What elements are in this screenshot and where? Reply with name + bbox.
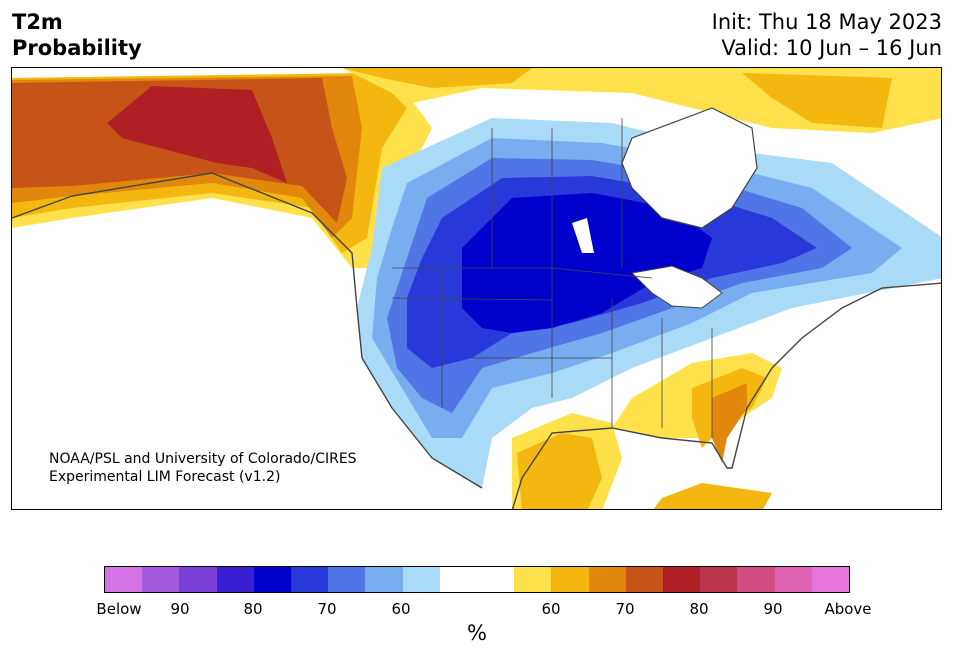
hudson-bay <box>621 107 758 229</box>
alaska-above-80 <box>107 86 287 183</box>
colorbar-segment <box>216 567 254 592</box>
product-label: Probability <box>12 36 142 60</box>
colorbar-tick-label: 70 <box>615 600 635 618</box>
credit-line-2: Experimental LIM Forecast (v1.2) <box>49 469 281 485</box>
colorbar-segment <box>179 567 217 592</box>
colorbar-tick-label: 90 <box>170 600 190 618</box>
colorbar-segment <box>365 567 403 592</box>
below-85 <box>462 193 712 333</box>
init-date: Init: Thu 18 May 2023 <box>711 10 942 34</box>
colorbar-segment <box>477 567 515 592</box>
colorbar-segment <box>514 567 552 592</box>
great-lakes <box>630 265 723 309</box>
colorbar-tick-label: 80 <box>689 600 709 618</box>
units-label: % <box>467 621 487 645</box>
colorbar-segment <box>625 567 664 592</box>
date-info: Init: Thu 18 May 2023 Valid: 10 Jun – 16… <box>712 9 942 61</box>
mexico-above-65 <box>517 433 602 509</box>
caribbean-above-65 <box>653 483 772 509</box>
colorbar-segment <box>105 567 143 592</box>
colorbar-segment <box>663 567 701 592</box>
colorbar-segment <box>291 567 329 592</box>
lake-winnipeg <box>572 218 594 253</box>
valid-date: Valid: 10 Jun – 16 Jun <box>721 36 942 60</box>
colorbar-segment <box>328 567 366 592</box>
arctic-above-65 <box>342 68 532 88</box>
colorbar-tick-label: Above <box>824 600 872 618</box>
probability-map: NOAA/PSL and University of Colorado/CIRE… <box>11 67 942 510</box>
southeast-above-70 <box>712 383 747 463</box>
arctic-above-65b <box>742 73 892 128</box>
colorbar-tick-label: 90 <box>763 600 783 618</box>
map-svg <box>12 68 941 509</box>
colorbar-segment <box>737 567 775 592</box>
variable-label: T2m <box>12 10 63 34</box>
credit: NOAA/PSL and University of Colorado/CIRE… <box>49 450 357 486</box>
colorbar-segment <box>700 567 738 592</box>
colorbar-tick-label: Below <box>96 600 142 618</box>
colorbar-segment <box>588 567 626 592</box>
colorbar-tick-label: 70 <box>317 600 337 618</box>
state-borders <box>391 118 713 438</box>
coastline <box>12 172 941 509</box>
colorbar-tick-label: 60 <box>541 600 561 618</box>
colorbar-segment <box>811 567 850 592</box>
chart-title: T2m Probability <box>12 9 142 61</box>
colorbar-segment <box>402 567 440 592</box>
colorbar-tick-label: 80 <box>243 600 263 618</box>
colorbar-segment <box>439 567 478 592</box>
colorbar-segment <box>774 567 812 592</box>
colorbar-segment <box>142 567 180 592</box>
colorbar-tick-label: 60 <box>391 600 411 618</box>
credit-line-1: NOAA/PSL and University of Colorado/CIRE… <box>49 451 357 467</box>
colorbar-segment <box>551 567 589 592</box>
colorbar <box>104 566 850 593</box>
colorbar-segment <box>253 567 292 592</box>
